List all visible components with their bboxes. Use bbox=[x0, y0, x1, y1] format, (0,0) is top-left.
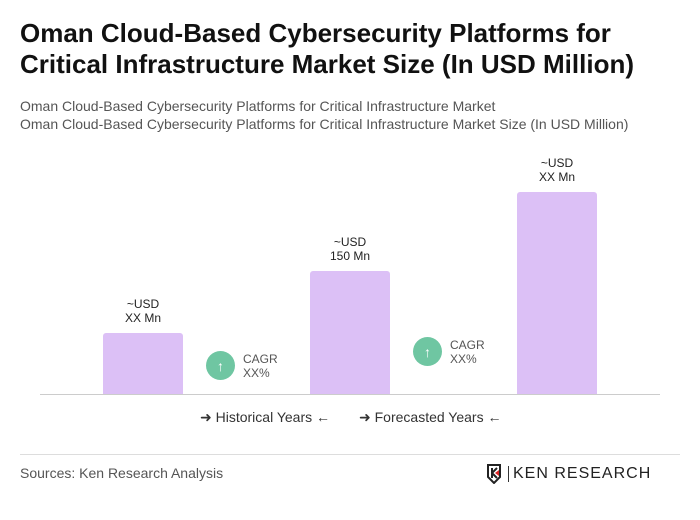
arrow-up-icon: ↑ bbox=[413, 337, 442, 366]
page-title: Oman Cloud-Based Cybersecurity Platforms… bbox=[20, 18, 634, 79]
data-label: ~USD XX Mn bbox=[538, 156, 575, 185]
ken-research-logo: KEN RESEARCH bbox=[486, 464, 651, 484]
cagr-label: CAGR bbox=[243, 351, 278, 366]
legend-forecasted: ➜ Forecasted Years ← bbox=[359, 409, 502, 425]
bar bbox=[517, 192, 597, 394]
bar bbox=[103, 332, 183, 394]
data-label: ~USD 150 Mn bbox=[329, 235, 371, 263]
subtitle: Oman Cloud-Based Cybersecurity Platforms… bbox=[20, 116, 629, 132]
footer-divider bbox=[20, 454, 680, 455]
subtitle: Oman Cloud-Based Cybersecurity Platforms… bbox=[20, 98, 496, 114]
arrow-up-icon: ↑ bbox=[206, 351, 235, 380]
x-axis bbox=[40, 394, 660, 395]
bar bbox=[310, 271, 390, 394]
legend-label: Historical Years bbox=[215, 409, 313, 425]
cagr-value: XX% bbox=[243, 365, 270, 380]
cagr-value: XX% bbox=[450, 351, 477, 366]
logo-text: KEN RESEARCH bbox=[513, 465, 652, 482]
legend-historical: ➜ Historical Years ← bbox=[200, 409, 331, 425]
logo-mark-icon bbox=[487, 464, 501, 484]
data-label: ~USD XX Mn bbox=[124, 296, 161, 325]
legend-label: Forecasted Years bbox=[374, 409, 484, 425]
cagr-label: CAGR bbox=[450, 337, 485, 352]
cagr-badge: ↑ CAGR XX% bbox=[413, 337, 485, 366]
sources: Sources: Ken Research Analysis bbox=[20, 465, 224, 481]
cagr-badge: ↑ CAGR XX% bbox=[206, 351, 278, 380]
